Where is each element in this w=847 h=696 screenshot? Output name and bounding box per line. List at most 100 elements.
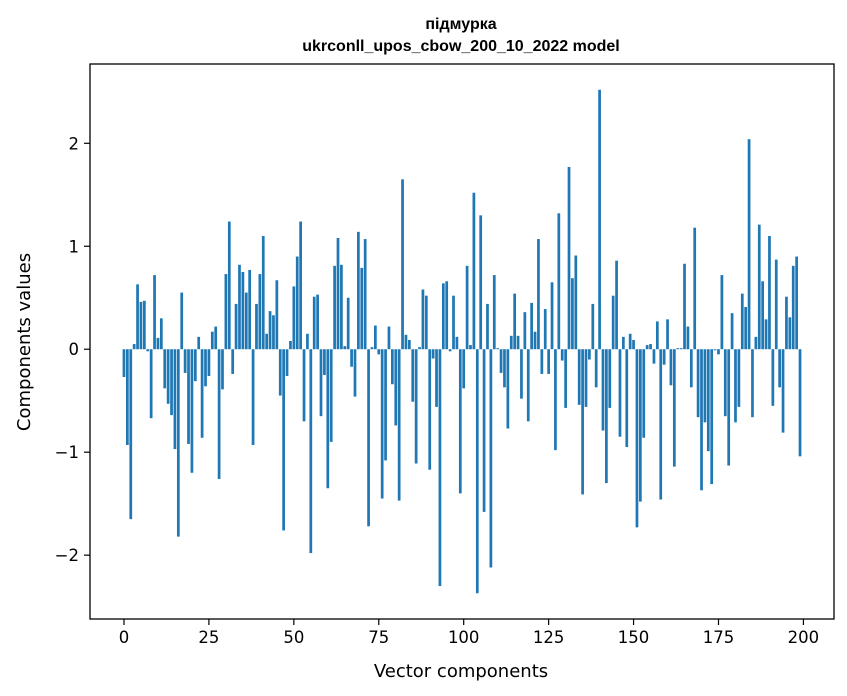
bar-component-94	[441, 283, 445, 350]
bar-component-75	[377, 349, 381, 355]
bar-component-105	[479, 215, 483, 350]
bar-component-61	[329, 349, 333, 442]
bar-component-15	[173, 349, 177, 450]
bar-component-50	[292, 286, 296, 350]
bar-component-135	[581, 349, 584, 495]
bar-component-158	[659, 349, 663, 500]
bar-component-155	[649, 344, 652, 350]
bar-component-7	[146, 349, 150, 352]
bar-component-37	[248, 269, 252, 350]
bar-component-85	[411, 349, 415, 402]
bar-component-103	[472, 192, 476, 350]
bar-component-142	[605, 349, 608, 484]
bar-component-185	[751, 349, 754, 418]
bar-component-114	[509, 335, 513, 350]
bar-component-90	[428, 349, 432, 470]
bar-component-43	[268, 311, 272, 350]
bar-component-175	[717, 349, 720, 355]
bar-component-48	[285, 349, 289, 376]
bar-component-182	[740, 293, 744, 350]
bar-component-192	[774, 259, 778, 350]
bar-component-189	[764, 319, 768, 350]
bar-component-84	[407, 339, 411, 350]
bar-component-123	[540, 349, 544, 374]
bar-component-5	[139, 301, 143, 350]
x-tick-label: 175	[703, 628, 735, 647]
bar-component-72	[367, 349, 370, 527]
bar-component-171	[703, 349, 707, 423]
bar-component-31	[227, 221, 231, 350]
bar-component-42	[265, 333, 269, 350]
bar-component-173	[710, 349, 714, 485]
y-tick-label: 2	[69, 134, 80, 153]
bar-component-106	[482, 349, 486, 512]
bar-component-12	[163, 349, 167, 389]
bar-component-46	[278, 349, 282, 396]
bar-component-141	[601, 349, 605, 431]
bar-component-186	[754, 336, 758, 350]
bar-component-18	[183, 349, 187, 373]
bar-component-38	[251, 349, 255, 445]
bar-component-130	[564, 349, 567, 408]
x-tick-label: 150	[618, 628, 650, 647]
bar-component-121	[533, 331, 537, 350]
bar-component-172	[706, 349, 710, 452]
bar-component-65	[343, 346, 347, 350]
bar-component-124	[543, 309, 547, 350]
bar-component-140	[598, 89, 601, 350]
bar-component-188	[761, 281, 765, 350]
bar-component-10	[156, 337, 160, 350]
bar-component-164	[679, 348, 683, 350]
bar-component-79	[391, 349, 394, 385]
bar-component-55	[309, 349, 313, 554]
bar-component-152	[639, 349, 642, 502]
axes-frame	[89, 63, 835, 620]
y-axis-label: Components values	[14, 253, 35, 431]
bar-component-190	[768, 235, 771, 350]
bar-component-95	[445, 281, 449, 350]
bar-component-47	[282, 349, 285, 531]
bar-component-129	[560, 349, 564, 361]
bar-component-163	[676, 348, 680, 350]
bar-component-96	[448, 349, 452, 352]
y-tick-label: 0	[69, 340, 80, 359]
y-tick-label: 1	[69, 237, 80, 256]
bar-component-54	[306, 333, 309, 350]
bar-component-6	[143, 300, 146, 350]
bar-component-143	[608, 349, 612, 408]
bar-component-49	[289, 340, 292, 350]
bar-component-16	[176, 349, 180, 537]
bar-component-168	[693, 227, 697, 350]
bar-component-100	[462, 349, 466, 389]
bar-component-87	[418, 347, 421, 350]
bar-component-177	[723, 349, 727, 417]
bar-component-147	[622, 336, 625, 350]
bar-component-30	[224, 274, 228, 350]
bar-component-28	[217, 349, 221, 479]
bar-component-35	[241, 272, 245, 350]
bar-component-156	[652, 349, 656, 364]
bar-component-148	[625, 349, 629, 448]
bar-component-2	[129, 349, 133, 520]
bar-component-109	[492, 275, 496, 350]
bar-component-167	[689, 349, 693, 388]
bar-component-63	[336, 238, 340, 350]
bar-component-67	[350, 349, 353, 367]
bar-component-44	[272, 315, 275, 350]
bar-component-34	[238, 264, 241, 350]
bar-component-144	[611, 295, 615, 350]
bar-component-89	[424, 295, 428, 350]
bar-component-159	[662, 349, 666, 365]
bar-component-128	[557, 213, 561, 350]
bar-component-82	[401, 179, 404, 350]
bar-component-184	[747, 139, 751, 350]
bar-component-91	[431, 349, 435, 359]
bar-component-57	[316, 294, 319, 350]
bar-component-198	[795, 256, 798, 350]
bar-component-195	[785, 296, 788, 350]
bar-component-113	[506, 349, 510, 429]
bar-component-93	[438, 349, 442, 587]
bar-component-166	[686, 326, 690, 350]
bar-component-161	[669, 349, 673, 386]
